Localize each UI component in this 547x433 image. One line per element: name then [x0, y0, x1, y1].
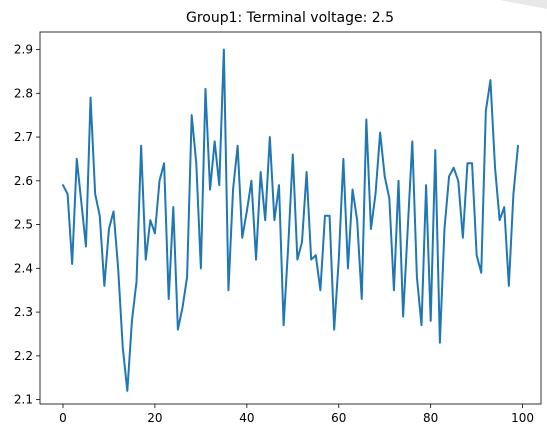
y-tick-label: 2.5 — [14, 218, 33, 232]
y-tick-label: 2.4 — [14, 261, 33, 275]
series-line — [61, 48, 520, 392]
chart-title: Group1: Terminal voltage: 2.5 — [186, 10, 394, 26]
plot-area-frame — [39, 31, 542, 405]
x-tick-label: 0 — [59, 411, 67, 425]
x-tick-label: 60 — [331, 411, 346, 425]
x-tick-label: 40 — [239, 411, 254, 425]
x-tick-label: 100 — [511, 411, 534, 425]
x-tick-label: 20 — [147, 411, 162, 425]
y-tick-label: 2.7 — [14, 130, 33, 144]
y-axis: 2.1 2.2 2.3 2.4 2.5 2.6 2.7 2.8 2.9 — [14, 43, 40, 407]
series-group — [61, 48, 520, 392]
x-tick-label: 80 — [423, 411, 438, 425]
x-axis: 0 20 40 60 80 100 — [59, 404, 534, 425]
y-tick-label: 2.3 — [14, 305, 33, 319]
y-tick-label: 2.1 — [14, 393, 33, 407]
y-tick-label: 2.8 — [14, 86, 33, 100]
y-tick-label: 2.9 — [14, 43, 33, 57]
y-tick-label: 2.2 — [14, 349, 33, 363]
y-tick-label: 2.6 — [14, 174, 33, 188]
corner-decoration — [500, 0, 547, 9]
